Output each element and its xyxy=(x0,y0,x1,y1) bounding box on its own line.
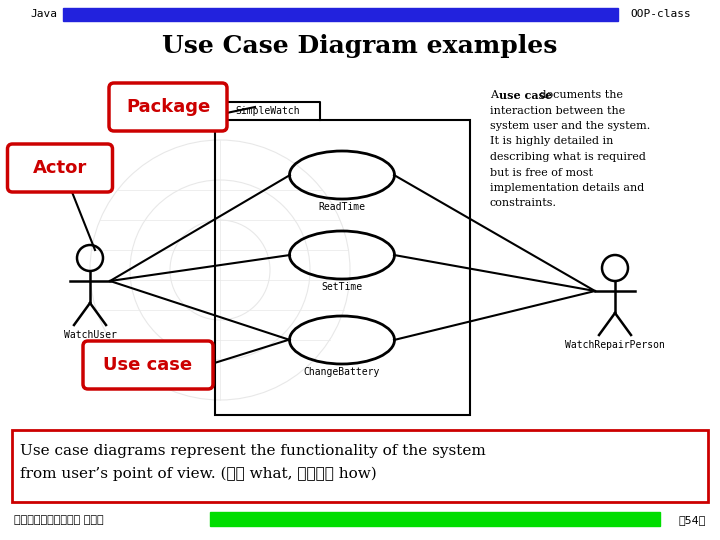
Text: implementation details and: implementation details and xyxy=(490,183,644,193)
Text: ChangeBattery: ChangeBattery xyxy=(304,367,380,377)
Text: system user and the system.: system user and the system. xyxy=(490,121,650,131)
Text: ReadTime: ReadTime xyxy=(318,202,366,212)
Text: SetTime: SetTime xyxy=(321,282,363,292)
Bar xyxy=(63,8,618,21)
FancyBboxPatch shape xyxy=(109,83,227,131)
Text: It is highly detailed in: It is highly detailed in xyxy=(490,137,613,146)
Text: Java: Java xyxy=(30,9,57,19)
Text: documents the: documents the xyxy=(536,90,623,100)
Text: constraints.: constraints. xyxy=(490,199,557,208)
Text: but is free of most: but is free of most xyxy=(490,167,593,178)
Text: 交通大學資訊工程學系 蔡文能: 交通大學資訊工程學系 蔡文能 xyxy=(14,515,104,525)
Text: interaction between the: interaction between the xyxy=(490,105,625,116)
Text: WatchUser: WatchUser xyxy=(63,330,117,340)
Text: A: A xyxy=(490,90,502,100)
Text: from user’s point of view. (強調 what, 但暫不管 how): from user’s point of view. (強調 what, 但暫不… xyxy=(20,467,377,481)
Text: OOP-class: OOP-class xyxy=(630,9,690,19)
Text: Package: Package xyxy=(126,98,210,116)
Text: describing what is required: describing what is required xyxy=(490,152,646,162)
Text: WatchRepairPerson: WatchRepairPerson xyxy=(565,340,665,350)
Text: Use case diagrams represent the functionality of the system: Use case diagrams represent the function… xyxy=(20,444,486,458)
Text: use case: use case xyxy=(499,90,552,101)
Text: Use Case Diagram examples: Use Case Diagram examples xyxy=(162,34,558,58)
FancyBboxPatch shape xyxy=(7,144,112,192)
Text: Actor: Actor xyxy=(33,159,87,177)
Bar xyxy=(210,512,660,526)
Bar xyxy=(12,430,708,502)
FancyBboxPatch shape xyxy=(83,341,213,389)
Text: 第54頁: 第54頁 xyxy=(679,515,706,525)
Text: SimpleWatch: SimpleWatch xyxy=(235,106,300,116)
Bar xyxy=(215,120,470,415)
Text: Use case: Use case xyxy=(104,356,192,374)
